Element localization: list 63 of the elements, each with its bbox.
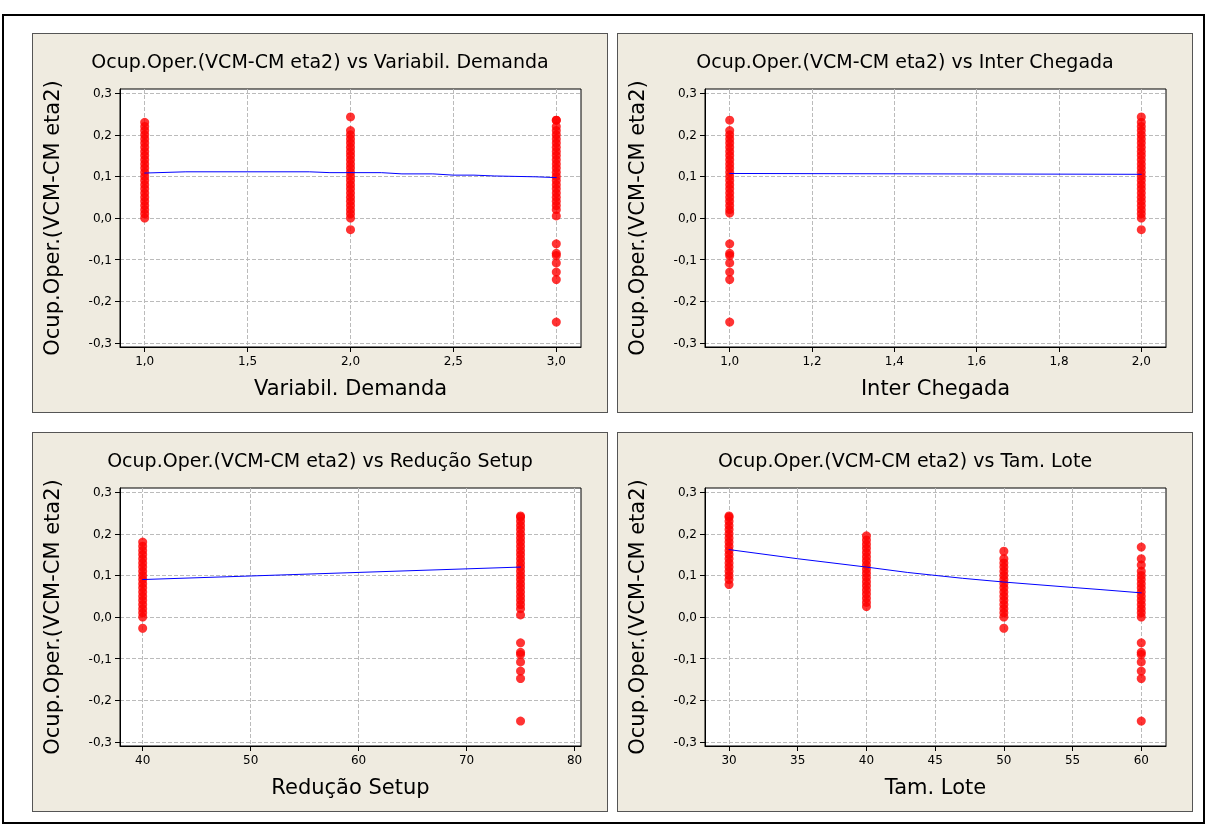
y-tick-label: 0,0 — [677, 211, 697, 225]
y-tick-label: 0,0 — [92, 610, 112, 624]
y-tick-label: 0,1 — [677, 568, 697, 583]
x-tick-label: 55 — [1064, 753, 1081, 767]
x-tick-label: 1,5 — [238, 354, 258, 368]
x-axis-title: Tam. Lote — [883, 774, 987, 799]
x-tick-label: 30 — [721, 753, 737, 767]
x-tick-label: 3,0 — [546, 354, 566, 368]
x-tick-label: 40 — [858, 753, 875, 767]
chart-title: Ocup.Oper.(VCM-CM eta2) vs Tam. Lote — [717, 448, 1093, 471]
chart-title: Ocup.Oper.(VCM-CM eta2) vs Inter Chegada — [696, 49, 1114, 72]
y-tick-label: -0,2 — [673, 294, 697, 309]
x-axis-title: Inter Chegada — [860, 375, 1011, 400]
y-tick-label: -0,2 — [673, 693, 697, 708]
y-tick-label: -0,3 — [88, 734, 112, 749]
x-tick-label: 1,6 — [967, 354, 987, 368]
y-tick-label: 0,2 — [92, 526, 112, 541]
x-tick-label: 45 — [927, 753, 943, 767]
x-axis-title: Variabil. Demanda — [253, 375, 448, 400]
y-tick-label: -0,3 — [88, 335, 112, 350]
y-axis-title: Ocup.Oper.(VCM-CM eta2) — [39, 80, 64, 356]
y-tick-label: 0,2 — [677, 526, 697, 541]
x-tick-label: 60 — [350, 753, 367, 767]
y-axis-title: Ocup.Oper.(VCM-CM eta2) — [39, 479, 64, 755]
y-tick-label: 0,3 — [677, 485, 697, 500]
y-tick-label: -0,2 — [88, 294, 112, 309]
x-tick-label: 1,2 — [802, 354, 822, 368]
y-tick-label: 0,1 — [92, 169, 112, 184]
y-axis-title: Ocup.Oper.(VCM-CM eta2) — [624, 479, 649, 755]
x-tick-label: 2,5 — [443, 354, 463, 368]
x-tick-label: 50 — [242, 753, 259, 767]
x-tick-label: 1,0 — [135, 354, 155, 368]
y-tick-label: 0,2 — [92, 127, 112, 142]
y-tick-label: 0,0 — [92, 211, 112, 225]
y-tick-label: -0,3 — [673, 734, 697, 749]
y-tick-label: 0,3 — [92, 86, 112, 101]
chart-title: Ocup.Oper.(VCM-CM eta2) vs Redução Setup — [107, 448, 533, 471]
y-tick-label: 0,1 — [677, 169, 697, 184]
y-tick-label: -0,2 — [88, 693, 112, 708]
x-tick-label: 1,8 — [1049, 354, 1069, 368]
x-axis-title: Redução Setup — [271, 774, 430, 799]
y-tick-label: -0,1 — [88, 651, 112, 666]
x-tick-label: 60 — [1133, 753, 1149, 767]
y-axis-title: Ocup.Oper.(VCM-CM eta2) — [624, 80, 649, 356]
y-tick-label: -0,3 — [673, 335, 697, 350]
y-tick-label: 0,2 — [677, 127, 697, 142]
x-tick-label: 80 — [566, 753, 583, 767]
y-tick-label: -0,1 — [673, 252, 697, 267]
y-tick-label: 0,3 — [677, 86, 697, 101]
x-tick-label: 35 — [790, 753, 806, 767]
y-tick-label: 0,3 — [92, 485, 112, 500]
x-tick-label: 1,0 — [720, 354, 740, 368]
x-tick-label: 2,0 — [1131, 354, 1151, 368]
x-tick-label: 70 — [458, 753, 475, 767]
y-tick-label: 0,0 — [677, 610, 697, 624]
y-tick-label: -0,1 — [88, 252, 112, 267]
x-tick-label: 1,4 — [884, 354, 904, 368]
chart-title: Ocup.Oper.(VCM-CM eta2) vs Variabil. Demanda — [91, 49, 549, 72]
y-tick-label: -0,1 — [673, 651, 697, 666]
y-tick-label: 0,1 — [92, 568, 112, 583]
x-tick-label: 50 — [996, 753, 1012, 767]
x-tick-label: 40 — [135, 753, 151, 767]
x-tick-label: 2,0 — [340, 354, 361, 368]
